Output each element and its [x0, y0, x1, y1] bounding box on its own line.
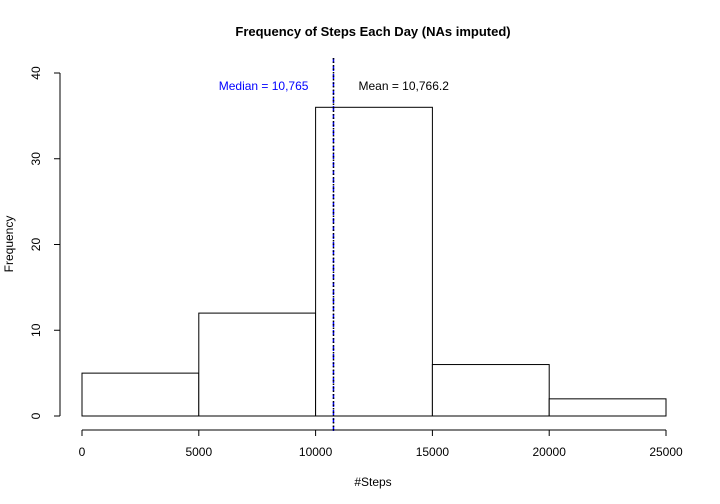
- x-tick-label-4: 20000: [533, 445, 567, 459]
- histogram-bar-2: [315, 106, 433, 417]
- reference-lines: Median = 10,765 Mean = 10,766.2: [219, 58, 449, 432]
- x-tick-label-1: 5000: [185, 445, 212, 459]
- mean-label: Mean = 10,766.2: [358, 79, 449, 93]
- x-tick-label-2: 10000: [299, 445, 333, 459]
- y-axis: 0 10 20 30 40: [29, 66, 61, 419]
- y-tick-label-4: 40: [29, 66, 43, 80]
- y-tick-label-2: 20: [29, 238, 43, 252]
- y-tick-label-3: 30: [29, 152, 43, 166]
- y-axis-label: Frequency: [2, 216, 16, 273]
- x-tick-label-5: 25000: [649, 445, 683, 459]
- x-axis-label: #Steps: [354, 475, 391, 489]
- x-tick-label-0: 0: [79, 445, 86, 459]
- histogram-bar-3: [431, 364, 550, 417]
- histogram-bar-1: [198, 312, 317, 417]
- x-axis: 0 5000 10000 15000 20000 25000: [79, 429, 683, 459]
- y-tick-label-0: 0: [29, 412, 43, 419]
- y-tick-label-1: 10: [29, 323, 43, 337]
- bars-layer: [81, 106, 667, 417]
- histogram-bar-0: [81, 372, 200, 417]
- chart-title: Frequency of Steps Each Day (NAs imputed…: [235, 24, 510, 39]
- x-tick-label-3: 15000: [416, 445, 450, 459]
- histogram-bar-4: [548, 398, 667, 417]
- median-label: Median = 10,765: [219, 79, 309, 93]
